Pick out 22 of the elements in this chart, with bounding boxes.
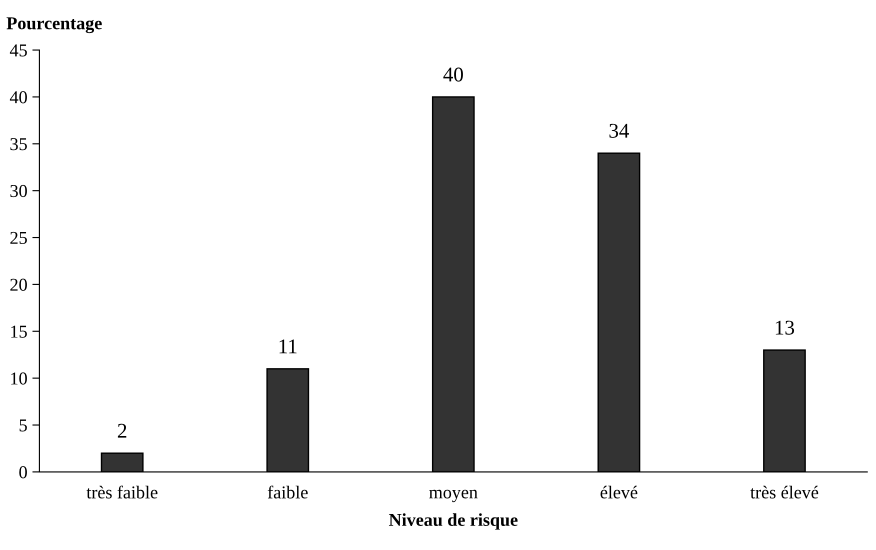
data-label: 2 [118, 424, 126, 438]
y-tick-label: 20 [10, 278, 27, 291]
y-tick-label: 10 [11, 372, 27, 385]
x-tick-label: faible [268, 486, 308, 498]
data-label: 34 [609, 124, 629, 138]
y-tick-label: 45 [10, 44, 27, 56]
y-tick-label: 15 [11, 326, 27, 338]
y-tick-label: 25 [10, 232, 27, 244]
y-tick-label: 35 [10, 138, 27, 150]
data-label: 13 [776, 320, 794, 335]
y-tick-label: 5 [20, 419, 27, 432]
y-tick-label: 30 [10, 184, 27, 198]
data-label: 11 [280, 339, 297, 354]
y-axis-title: Pourcentage [6, 17, 102, 34]
x-tick-label: très élevé [750, 486, 818, 498]
y-tick-label: 40 [10, 91, 27, 104]
y-tick-label: 0 [19, 466, 27, 478]
x-tick-label: très faible [86, 486, 158, 498]
x-tick-label: moyen [429, 490, 478, 502]
x-axis-title: Niveau de risque [388, 513, 518, 530]
data-label: 40 [443, 68, 463, 82]
x-tick-label: élevé [600, 486, 638, 498]
